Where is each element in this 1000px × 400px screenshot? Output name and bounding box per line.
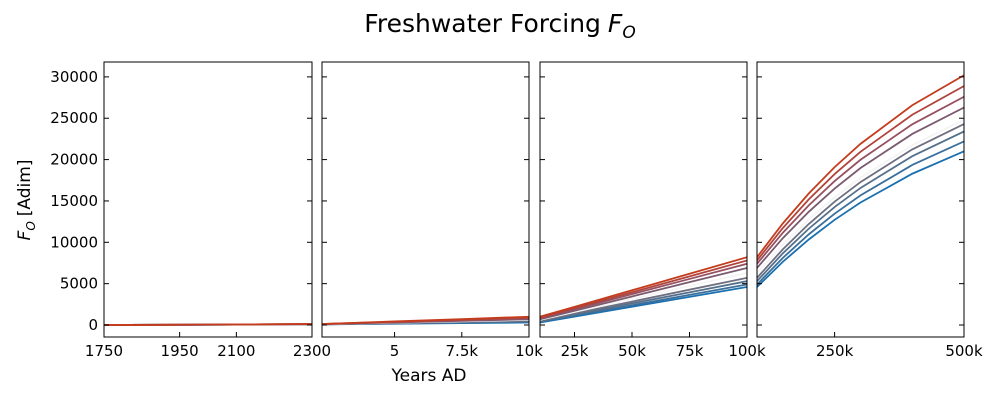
ylabel-subscript: O (24, 221, 38, 230)
series-line (540, 256, 747, 318)
series-line (757, 130, 964, 282)
x-tick-label: 1950 (161, 342, 199, 360)
series-line (757, 85, 964, 262)
panel-frame (103, 61, 313, 338)
x-tick-label: 250k (816, 342, 854, 360)
x-tick-label: 2100 (217, 342, 255, 360)
series-line (757, 74, 964, 258)
series-line (104, 323, 312, 326)
series-line (540, 262, 747, 320)
series-line (540, 280, 747, 323)
x-tick-label: 25k (561, 342, 589, 360)
series-line (540, 286, 747, 324)
title-text: Freshwater Forcing (364, 9, 601, 38)
y-tick-label: 5000 (60, 275, 98, 293)
series-line (540, 259, 747, 319)
series-line (322, 315, 529, 325)
y-tick-label: 30000 (50, 68, 98, 86)
x-tick-label: 7.5k (446, 342, 479, 360)
series-line (757, 106, 964, 269)
x-tick-label: 500k (945, 342, 983, 360)
x-axis-label: Years AD (391, 366, 467, 386)
series-line (540, 276, 747, 322)
x-tick-label: 75k (676, 342, 704, 360)
y-tick-label: 25000 (50, 109, 98, 127)
title-subscript: O (622, 23, 635, 43)
y-tick-label: 15000 (50, 192, 98, 210)
x-tick-label: 50k (618, 342, 646, 360)
series-line (540, 283, 747, 323)
series-line (757, 123, 964, 279)
x-tick-label: 10k (515, 342, 543, 360)
x-tick-label: 100k (728, 342, 766, 360)
series-line (757, 150, 964, 288)
y-tick-label: 20000 (50, 151, 98, 169)
y-tick-label: 10000 (50, 233, 98, 251)
ylabel-text: [Adim] (15, 160, 35, 217)
panel-frame (539, 61, 748, 338)
x-tick-label: 1750 (85, 342, 123, 360)
panel-frame (756, 61, 965, 338)
series-line (540, 267, 747, 321)
series-line (757, 119, 964, 274)
series-line (757, 140, 964, 286)
series-line (540, 272, 747, 321)
series-line (757, 95, 964, 265)
x-tick-label: 5 (390, 342, 400, 360)
x-tick-label: 2300 (293, 342, 331, 360)
figure-title: Freshwater Forcing FO (364, 9, 635, 43)
panel-frame (321, 61, 530, 338)
y-tick-label: 0 (88, 316, 98, 334)
y-axis-label: FO [Adim] (15, 160, 38, 241)
ylabel-symbol: F (15, 230, 35, 240)
title-symbol: F (608, 9, 623, 38)
